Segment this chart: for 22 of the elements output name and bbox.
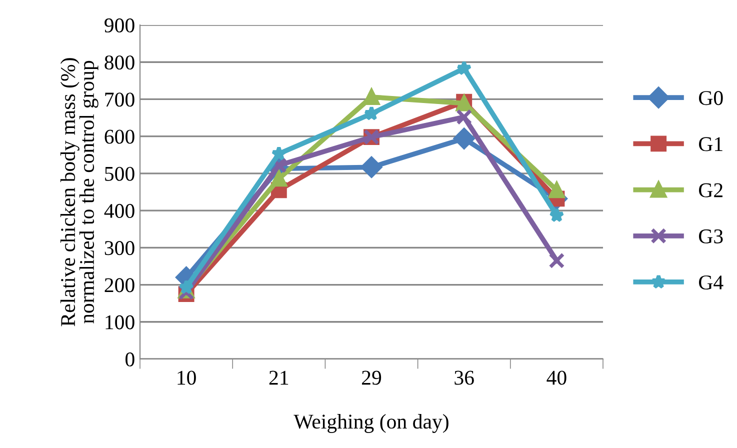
y-tick-label: 200 — [104, 278, 134, 292]
legend-label: G3 — [698, 229, 723, 244]
x-tick-label: 40 — [546, 370, 566, 385]
y-tick-label: 500 — [105, 166, 134, 181]
x-tick-label: 21 — [269, 370, 288, 385]
x-tick-label: 10 — [178, 370, 196, 385]
y-tick-label: 700 — [105, 92, 134, 107]
y-tick-label: 100 — [106, 315, 134, 330]
x-axis-title: Weighing (on day) — [294, 414, 448, 433]
y-tick-label: 400 — [104, 204, 134, 218]
legend-label: G1 — [698, 137, 722, 152]
legend-label: G4 — [698, 275, 724, 290]
y-tick-label: 300 — [104, 241, 134, 256]
legend-label: G0 — [698, 91, 723, 106]
x-tick-label: 29 — [362, 370, 382, 385]
y-axis-title: Relative chicken body mass (%) normalized to the control group — [60, 58, 98, 326]
y-tick-label: 800 — [104, 55, 134, 70]
y-tick-label: 600 — [104, 130, 134, 144]
y-tick-label: 0 — [126, 352, 134, 366]
x-tick-label: 36 — [454, 370, 474, 385]
legend-label: G2 — [698, 183, 722, 198]
y-tick-label: 900 — [104, 18, 134, 32]
